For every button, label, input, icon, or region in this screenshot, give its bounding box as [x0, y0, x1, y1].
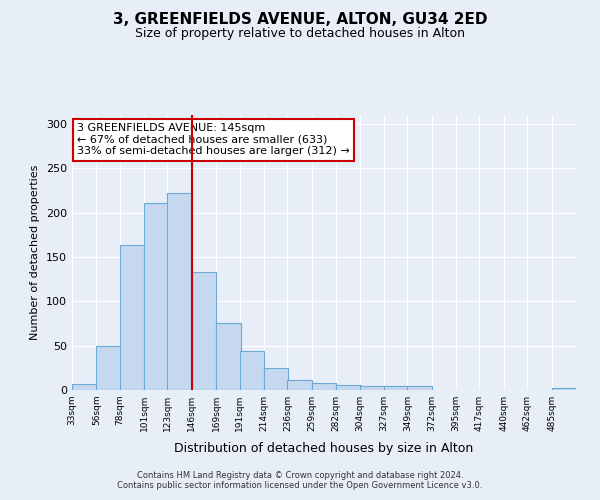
Bar: [407, 386, 431, 390]
Bar: [312, 383, 336, 390]
Text: 3 GREENFIELDS AVENUE: 145sqm
← 67% of detached houses are smaller (633)
33% of s: 3 GREENFIELDS AVENUE: 145sqm ← 67% of de…: [77, 123, 350, 156]
Bar: [72, 384, 97, 390]
X-axis label: Distribution of detached houses by size in Alton: Distribution of detached houses by size …: [175, 442, 473, 456]
Text: 3, GREENFIELDS AVENUE, ALTON, GU34 2ED: 3, GREENFIELDS AVENUE, ALTON, GU34 2ED: [113, 12, 487, 28]
Bar: [144, 203, 169, 390]
Bar: [384, 386, 409, 390]
Bar: [192, 272, 217, 390]
Bar: [336, 384, 361, 390]
Bar: [287, 380, 312, 390]
Text: Size of property relative to detached houses in Alton: Size of property relative to detached ho…: [135, 28, 465, 40]
Bar: [97, 346, 121, 390]
Text: Contains HM Land Registry data © Crown copyright and database right 2024.
Contai: Contains HM Land Registry data © Crown c…: [118, 470, 482, 490]
Bar: [551, 388, 576, 390]
Bar: [120, 246, 144, 390]
Y-axis label: Number of detached properties: Number of detached properties: [31, 165, 40, 340]
Bar: [264, 368, 289, 390]
Bar: [359, 386, 384, 390]
Bar: [217, 324, 241, 390]
Bar: [167, 193, 192, 390]
Bar: [239, 351, 264, 390]
